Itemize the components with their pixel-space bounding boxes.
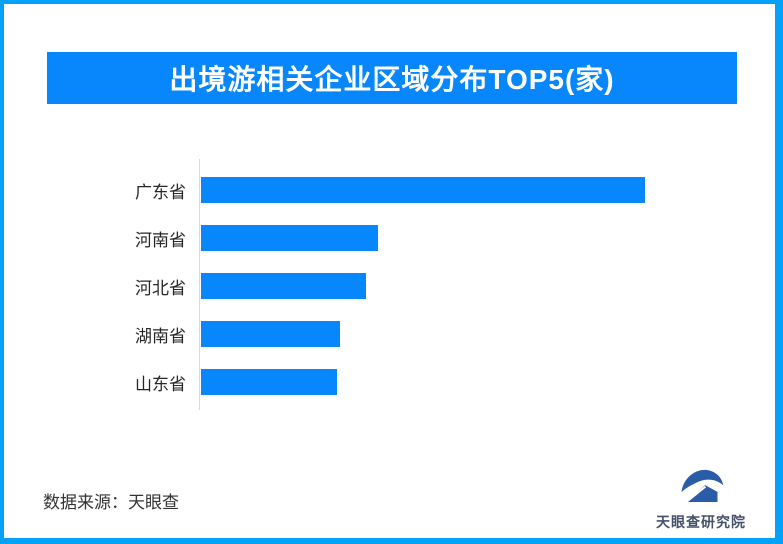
bar-category-label: 河南省: [135, 230, 186, 250]
bar: [201, 177, 645, 203]
bar-rows-container: 广东省河南省河北省湖南省山东省: [4, 166, 744, 406]
bar-category-label: 河北省: [135, 278, 186, 298]
bar-row: 广东省: [4, 166, 744, 214]
bar: [201, 369, 337, 395]
bar: [201, 273, 366, 299]
bar-row: 山东省: [4, 358, 744, 406]
tianyancha-research-logo: 天眼查研究院: [655, 466, 747, 532]
bar: [201, 321, 340, 347]
bar-category-label: 湖南省: [135, 326, 186, 346]
bar-category-label: 广东省: [135, 182, 186, 202]
bar-category-label: 山东省: [135, 374, 186, 394]
chart-title: 出境游相关企业区域分布TOP5(家): [169, 64, 615, 95]
chart-title-banner: 出境游相关企业区域分布TOP5(家): [47, 52, 737, 104]
category-axis-line: [199, 159, 200, 410]
bar-chart: 广东省河南省河北省湖南省山东省: [4, 166, 744, 406]
bar-row: 河北省: [4, 262, 744, 310]
bar-row: 湖南省: [4, 310, 744, 358]
tianyancha-eye-logo-icon: [681, 469, 724, 505]
bar-row: 河南省: [4, 214, 744, 262]
logo-text: 天眼查研究院: [656, 514, 746, 530]
data-source-note: 数据来源：天眼查: [43, 493, 179, 512]
bar: [201, 225, 378, 251]
